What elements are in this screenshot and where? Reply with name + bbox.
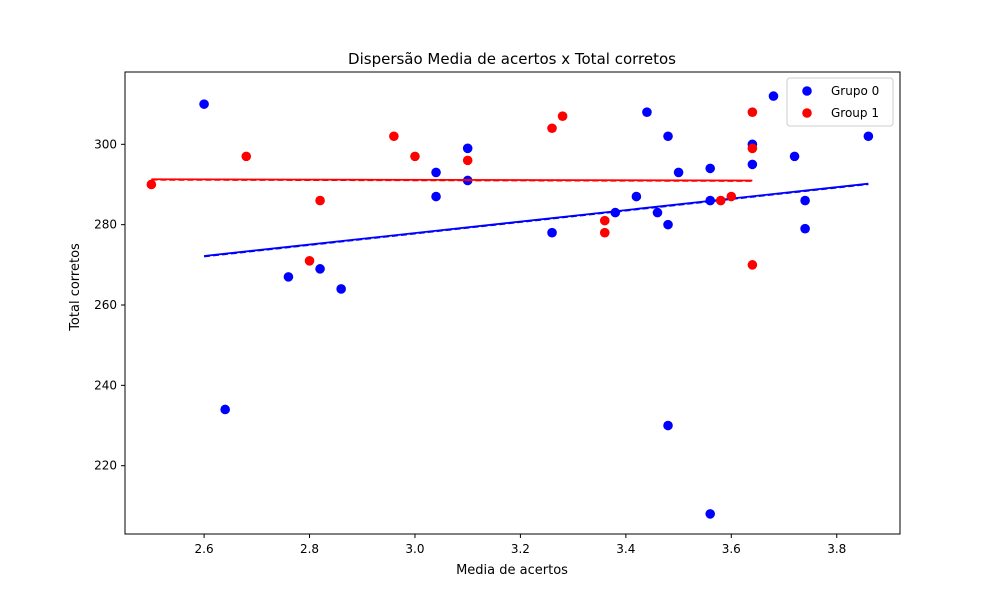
- grupo-0-point: [663, 131, 673, 142]
- group-1-point: [726, 191, 737, 202]
- group-1-point: [146, 179, 157, 190]
- y-tick-label: 280: [94, 218, 117, 232]
- grupo-0-point: [705, 509, 716, 519]
- grupo-0-point: [663, 420, 673, 431]
- grupo-0-point: [547, 227, 557, 238]
- y-tick-label: 300: [94, 137, 117, 151]
- grupo-0-point: [652, 207, 663, 218]
- y-tick-label: 260: [94, 298, 117, 312]
- plot-area: 2.6 2.8 3.0 3.2 3.4 3.6 3.8 220 240 260 280 300: [94, 71, 901, 556]
- y-tick-label: 220: [94, 459, 117, 473]
- group-1-point: [715, 195, 726, 206]
- y-tick-label: 240: [94, 378, 117, 392]
- grupo-0-point: [631, 191, 642, 202]
- axes-frame: [124, 71, 901, 535]
- x-tick-label: 3.4: [616, 542, 635, 556]
- group-1-point: [241, 151, 252, 162]
- y-axis-label: Total corretos: [68, 243, 83, 332]
- group-1-point: [557, 111, 568, 121]
- legend-marker: [802, 108, 812, 118]
- grupo-0-point: [747, 159, 758, 170]
- legend-box: [786, 77, 894, 127]
- x-tick-label: 3.2: [511, 542, 530, 556]
- group-1-point: [599, 215, 610, 226]
- x-axis-label: Media de acertos: [456, 563, 568, 578]
- group-1-point: [747, 107, 758, 117]
- x-tick-label: 2.6: [195, 542, 214, 556]
- group-1-point: [315, 195, 325, 206]
- legend: Grupo 0 Group 1: [786, 77, 894, 127]
- grupo-0-point: [673, 167, 684, 178]
- grupo-0-fit-line-dashed: [203, 183, 869, 258]
- grupo-0-point: [220, 404, 230, 415]
- chart-title: Dispersão Media de acertos x Total corre…: [348, 50, 676, 68]
- grupo-0-point: [863, 131, 874, 142]
- grupo-0-point: [431, 191, 441, 202]
- grupo-0-point: [768, 91, 779, 101]
- grupo-0-point: [199, 99, 209, 109]
- legend-marker: [802, 86, 812, 96]
- group-1-point: [389, 131, 399, 142]
- grupo-0-point: [789, 151, 800, 162]
- group-1-point: [410, 151, 420, 162]
- grupo-0-point: [431, 167, 441, 178]
- group-1-point: [599, 227, 610, 238]
- x-tick-label: 2.8: [300, 542, 319, 556]
- grupo-0-point: [800, 195, 810, 206]
- grupo-0-point: [663, 219, 673, 230]
- grupo-0-point: [800, 223, 810, 234]
- x-tick-label: 3.8: [827, 542, 846, 556]
- legend-label: Group 1: [831, 106, 879, 120]
- group-1-fit-line-dashed: [151, 179, 753, 182]
- grupo-0-point: [462, 143, 473, 154]
- group-1-point: [304, 256, 315, 266]
- legend-label: Grupo 0: [831, 84, 879, 98]
- group-1-point: [747, 260, 758, 270]
- x-tick-label: 3.6: [722, 542, 741, 556]
- grupo-0-point: [283, 272, 294, 282]
- group-1-point: [547, 123, 557, 134]
- grupo-0-point: [336, 284, 346, 294]
- grupo-0-point: [315, 264, 325, 274]
- grupo-0-point: [705, 163, 716, 174]
- x-tick-label: 3.0: [405, 542, 424, 556]
- group-1-point: [747, 143, 758, 154]
- group-1-point: [462, 155, 473, 166]
- grupo-0-point: [642, 107, 652, 117]
